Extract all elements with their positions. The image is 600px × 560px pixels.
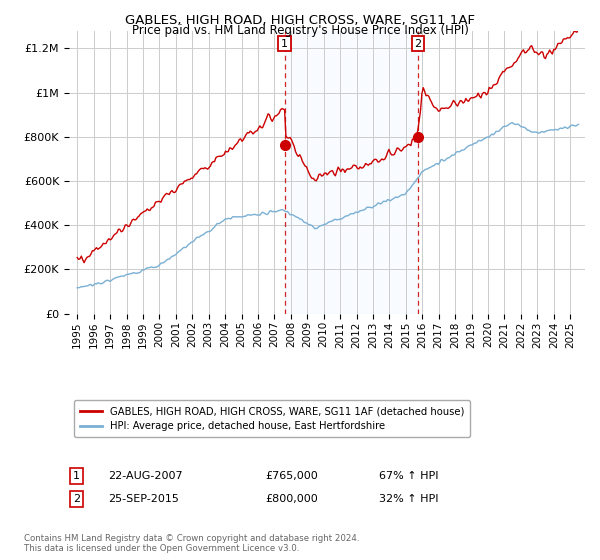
Text: 2: 2 [73,494,80,504]
Text: 22-AUG-2007: 22-AUG-2007 [108,471,182,481]
Text: GABLES, HIGH ROAD, HIGH CROSS, WARE, SG11 1AF: GABLES, HIGH ROAD, HIGH CROSS, WARE, SG1… [125,14,475,27]
Text: 2: 2 [415,39,421,49]
Text: Contains HM Land Registry data © Crown copyright and database right 2024.
This d: Contains HM Land Registry data © Crown c… [24,534,359,553]
Text: 67% ↑ HPI: 67% ↑ HPI [379,471,438,481]
Text: 32% ↑ HPI: 32% ↑ HPI [379,494,438,504]
Text: 1: 1 [281,39,288,49]
Bar [284,31,418,314]
Text: 25-SEP-2015: 25-SEP-2015 [108,494,179,504]
Text: 1: 1 [73,471,80,481]
Text: Price paid vs. HM Land Registry's House Price Index (HPI): Price paid vs. HM Land Registry's House … [131,24,469,37]
Legend: GABLES, HIGH ROAD, HIGH CROSS, WARE, SG11 1AF (detached house), HPI: Average pri: GABLES, HIGH ROAD, HIGH CROSS, WARE, SG1… [74,400,470,437]
Text: £765,000: £765,000 [265,471,318,481]
Text: £800,000: £800,000 [265,494,318,504]
